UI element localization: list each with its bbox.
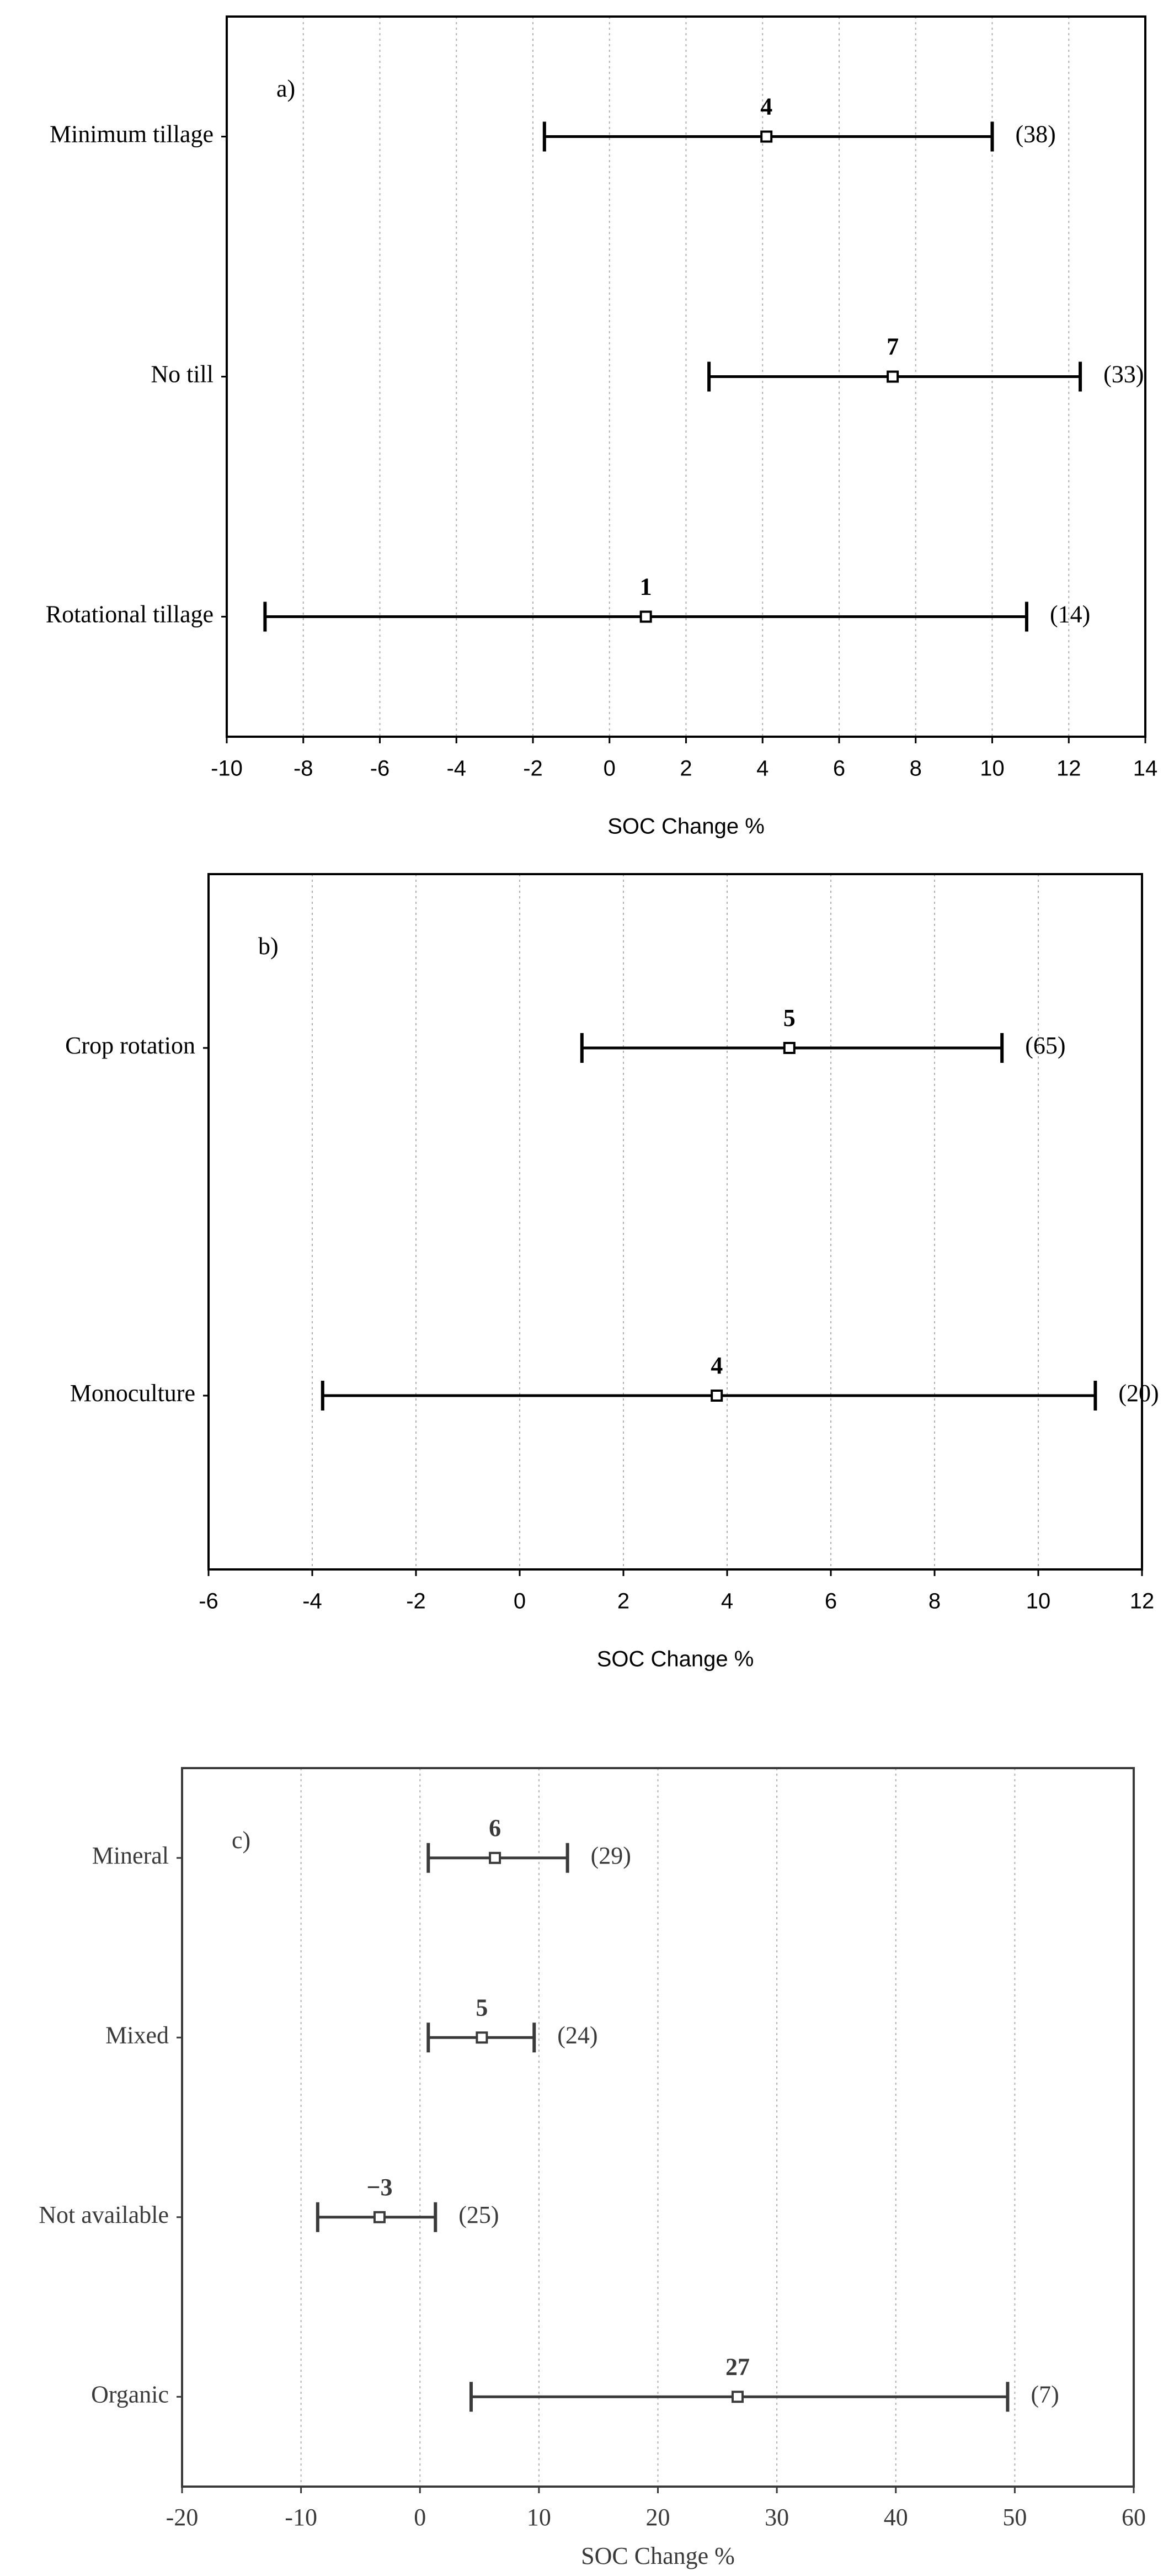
- x-tick-label: -10: [285, 2504, 317, 2531]
- x-tick-label: 2: [617, 1589, 629, 1614]
- mean-marker: [711, 1390, 723, 1402]
- x-tick-label: -6: [199, 1589, 218, 1614]
- y-tick-label: No till: [151, 361, 214, 388]
- x-tick-label: 6: [825, 1589, 837, 1614]
- x-tick-label: 4: [756, 757, 769, 781]
- value-label: 6: [489, 1814, 501, 1841]
- plot-frame: [181, 1767, 1135, 2488]
- x-axis-label: SOC Change %: [581, 2542, 735, 2569]
- x-tick-label: 12: [1056, 757, 1081, 781]
- y-tick-label: Organic: [91, 2381, 169, 2408]
- value-label: 5: [783, 1004, 796, 1031]
- x-tick-label: 0: [414, 2504, 426, 2531]
- x-tick-label: 60: [1122, 2504, 1146, 2531]
- value-label: 4: [760, 93, 772, 120]
- mean-marker: [373, 2211, 386, 2223]
- x-tick-label: -20: [166, 2504, 199, 2531]
- x-tick-label: -4: [446, 757, 466, 781]
- count-label: (24): [557, 2021, 597, 2048]
- x-tick-label: 4: [721, 1589, 733, 1614]
- mean-marker: [783, 1042, 796, 1054]
- x-tick-label: 10: [1026, 1589, 1051, 1614]
- value-label: 7: [887, 333, 899, 360]
- count-label: (38): [1016, 121, 1056, 148]
- y-tick-label: Not available: [39, 2201, 169, 2228]
- panel-label: c): [232, 1827, 250, 1854]
- mean-marker: [887, 370, 899, 383]
- x-tick-label: 14: [1133, 757, 1158, 781]
- x-tick-label: 0: [604, 757, 616, 781]
- value-label: 27: [725, 2353, 750, 2380]
- x-tick-label: 12: [1130, 1589, 1155, 1614]
- x-tick-label: 0: [514, 1589, 526, 1614]
- panel-label: b): [258, 933, 279, 960]
- y-tick-label: Mineral: [92, 1842, 169, 1869]
- x-tick-label: 30: [765, 2504, 789, 2531]
- x-tick-label: -8: [294, 757, 313, 781]
- mean-marker: [476, 2031, 488, 2044]
- y-tick-label: Rotational tillage: [46, 601, 214, 628]
- mean-marker: [760, 130, 773, 143]
- count-label: (65): [1025, 1032, 1065, 1059]
- count-label: (14): [1050, 601, 1090, 628]
- x-axis-label: SOC Change %: [607, 815, 765, 839]
- x-tick-label: -2: [406, 1589, 426, 1614]
- x-tick-label: 8: [928, 1589, 941, 1614]
- x-tick-label: 50: [1002, 2504, 1027, 2531]
- mean-marker: [731, 2391, 744, 2403]
- value-label: 5: [476, 1994, 488, 2021]
- x-tick-label: 6: [833, 757, 845, 781]
- panel-label: a): [276, 75, 295, 102]
- count-label: (20): [1118, 1380, 1159, 1407]
- x-tick-label: -10: [211, 757, 243, 781]
- x-tick-label: 40: [884, 2504, 908, 2531]
- x-axis-label: SOC Change %: [597, 1647, 754, 1672]
- count-label: (25): [458, 2201, 499, 2228]
- plot-frame: [207, 873, 1143, 1571]
- x-tick-label: -4: [302, 1589, 322, 1614]
- x-tick-label: -2: [523, 757, 543, 781]
- y-tick-label: Monoculture: [70, 1380, 195, 1407]
- x-tick-label: 8: [910, 757, 922, 781]
- count-label: (29): [591, 1842, 631, 1869]
- value-label: 1: [640, 573, 652, 600]
- y-tick-label: Minimum tillage: [50, 121, 214, 148]
- x-tick-label: 10: [980, 757, 1005, 781]
- mean-marker: [489, 1851, 501, 1864]
- x-tick-label: 20: [646, 2504, 670, 2531]
- count-label: (7): [1031, 2381, 1059, 2408]
- y-tick-label: Mixed: [105, 2021, 169, 2048]
- y-tick-label: Crop rotation: [65, 1032, 195, 1059]
- x-tick-label: 2: [680, 757, 692, 781]
- value-label: −3: [366, 2174, 392, 2201]
- x-tick-label: -6: [370, 757, 390, 781]
- mean-marker: [639, 610, 652, 623]
- value-label: 4: [711, 1352, 723, 1379]
- x-tick-label: 10: [527, 2504, 551, 2531]
- count-label: (33): [1103, 361, 1144, 388]
